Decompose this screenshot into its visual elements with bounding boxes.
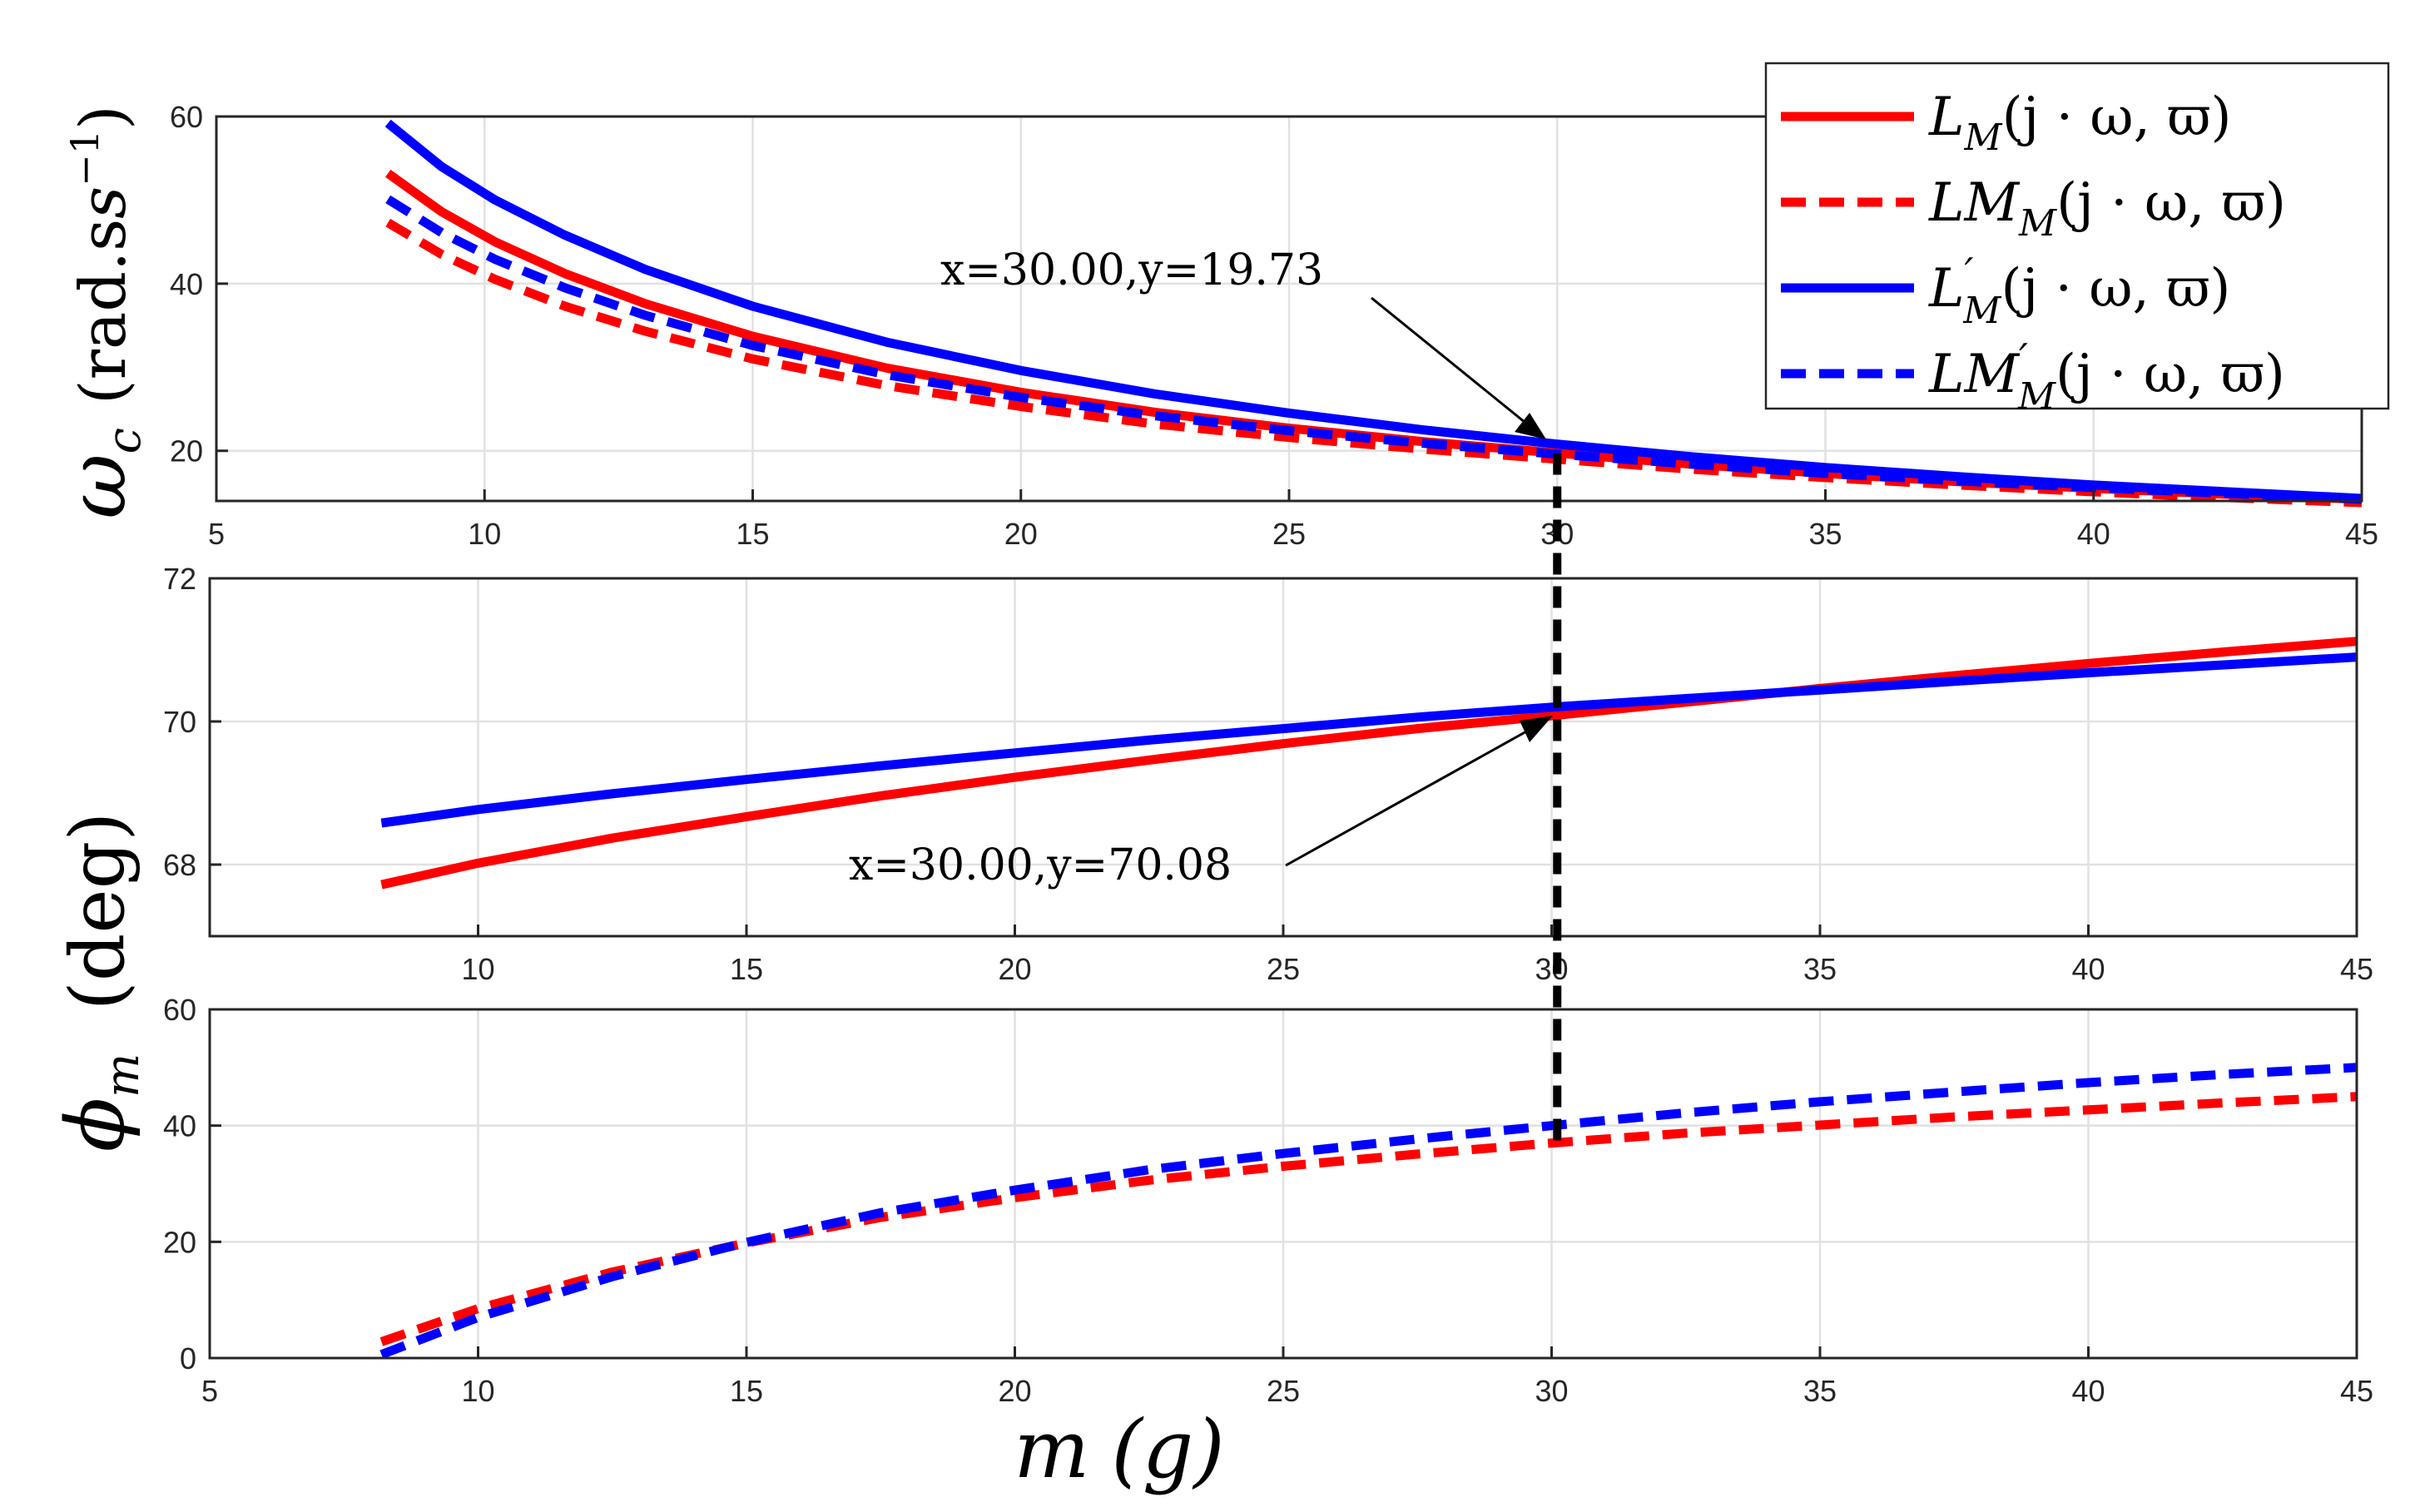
legend-entry-sub: M	[1962, 290, 2001, 332]
top-ylabel: ωc (rad.ss−1)	[51, 105, 151, 518]
top-ylabel-symbol: ω	[51, 454, 144, 518]
legend-entry-sub: M	[2018, 202, 2057, 245]
top-ylabel-s: s	[66, 186, 140, 219]
legend-entry-main: L	[1928, 87, 1965, 148]
middle-annotation-text: x=30.00,y=70.08	[849, 840, 1232, 890]
top-annotation-text: x=30.00,y=19.73	[940, 245, 1323, 295]
top-xtick-label: 25	[1272, 517, 1306, 551]
bottom-xtick-label: 45	[2340, 1374, 2373, 1408]
legend-entry-args: (j · ω, ϖ)	[2002, 87, 2232, 148]
top-annotation: x=30.00,y=19.73	[940, 245, 1546, 439]
top-xtick-label: 15	[736, 517, 769, 551]
bottom-ytick-label: 0	[180, 1341, 196, 1376]
xlabel-symbol: m	[1014, 1403, 1089, 1496]
legend-entry-1: LMM(j · ω, ϖ)	[1928, 172, 2286, 245]
top-annotation-arrowhead	[1515, 413, 1546, 439]
legend-entry-prime: ′	[1965, 250, 1974, 296]
top-ylabel-close: )	[66, 105, 140, 130]
legend-entry-args: (j · ω, ϖ)	[2001, 258, 2230, 320]
top-ytick-label: 60	[170, 100, 203, 134]
legend-entry-sub: M	[2017, 375, 2056, 418]
bottom-xtick-label: 5	[201, 1374, 218, 1408]
top-xtick-label: 5	[208, 517, 225, 551]
top-ylabel-unit: (rad.s	[66, 219, 140, 404]
legend-entry-3: LM′ M(j · ω, ϖ)	[1928, 335, 2285, 418]
bottom-xtick-label: 30	[1535, 1374, 1568, 1408]
top-annotation-arrow-line	[1371, 296, 1530, 428]
top-xtick-label: 20	[1004, 517, 1038, 551]
legend-entry-main: LM	[1928, 344, 2021, 405]
legend-entry-args: (j · ω, ϖ)	[2055, 344, 2285, 405]
legend-entry-sub: M	[1964, 116, 2003, 159]
middle-xtick-label: 40	[2071, 952, 2105, 986]
top-series-1-line	[385, 218, 2363, 508]
middle-ytick-label: 72	[163, 562, 196, 596]
bottom-series-1-line	[379, 1063, 2358, 1359]
top-ytick-label: 20	[170, 434, 203, 468]
legend-entry-0: LM(j · ω, ϖ)	[1928, 87, 2231, 159]
top-xtick-label: 10	[468, 517, 501, 551]
middle-annotation: x=30.00,y=70.08	[849, 716, 1553, 890]
middle-xtick-label: 45	[2340, 952, 2373, 986]
bottom-xtick-label: 40	[2071, 1374, 2105, 1408]
legend-entry-main: L	[1928, 258, 1965, 320]
bottom-panel: 5 10 15 20 25 30 35 40 45 0 20 40 60	[163, 993, 2373, 1408]
bottom-ylabel: ϕm	[49, 1053, 150, 1153]
bottom-xlabel: m (g)	[1014, 1403, 1224, 1496]
middle-ytick-label: 70	[163, 705, 196, 739]
top-xtick-label: 35	[1808, 517, 1842, 551]
bottom-ytick-label: 60	[163, 993, 196, 1027]
bottom-xtick-label: 10	[461, 1374, 494, 1408]
middle-annotation-arrowhead	[1520, 716, 1553, 742]
legend-entry-main: LM	[1928, 172, 2021, 234]
bottom-xtick-label: 35	[1803, 1374, 1837, 1408]
legend-entry-prime: ′	[2019, 335, 2028, 382]
middle-xtick-label: 35	[1803, 952, 1837, 986]
legend-entry-args: (j · ω, ϖ)	[2056, 172, 2286, 234]
top-ytick-label: 40	[170, 267, 203, 301]
bottom-xtick-label: 25	[1267, 1374, 1300, 1408]
bottom-xtick-label: 15	[730, 1374, 763, 1408]
middle-xtick-label: 20	[998, 952, 1031, 986]
top-ylabel-exp: −1	[62, 130, 107, 186]
middle-xtick-label: 10	[461, 952, 494, 986]
bottom-ytick-label: 20	[163, 1225, 196, 1259]
middle-panel: 10 15 20 25 30 35 40 45 68 70 72	[163, 562, 2373, 986]
bottom-xtick-label: 20	[998, 1374, 1031, 1408]
middle-ylabel: (deg)	[54, 812, 141, 1011]
top-ylabel-sub: c	[97, 428, 151, 454]
bottom-ylabel-sub: m	[96, 1053, 150, 1098]
xlabel-unit: (g)	[1111, 1403, 1224, 1496]
legend: LM(j · ω, ϖ)LMM(j · ω, ϖ)L′ M(j · ω, ϖ)LM…	[1764, 62, 2390, 418]
middle-series-1-line	[380, 652, 2358, 828]
top-series-2-line	[384, 119, 2363, 503]
middle-xtick-label: 15	[730, 952, 763, 986]
legend-entry-2: L′ M(j · ω, ϖ)	[1928, 250, 2230, 332]
top-xtick-label: 45	[2345, 517, 2378, 551]
middle-annotation-arrow-line	[1285, 725, 1536, 867]
bottom-ylabel-symbol: ϕ	[49, 1098, 142, 1152]
middle-ytick-label: 68	[163, 848, 196, 882]
top-xtick-label: 40	[2077, 517, 2110, 551]
bottom-ytick-label: 40	[163, 1109, 196, 1143]
middle-series-0-line	[380, 637, 2358, 890]
middle-xtick-label: 25	[1267, 952, 1300, 986]
middle-xtick-label: 30	[1535, 952, 1568, 986]
